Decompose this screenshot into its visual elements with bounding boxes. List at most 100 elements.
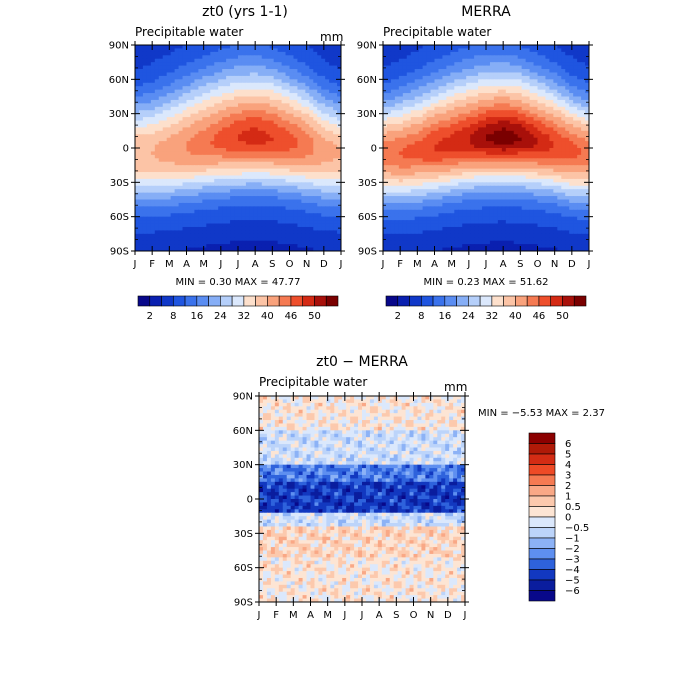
field-cell bbox=[218, 137, 223, 142]
field-cell bbox=[178, 172, 184, 177]
field-cell bbox=[289, 209, 295, 214]
field-cell bbox=[541, 58, 547, 63]
field-cell bbox=[398, 58, 404, 63]
field-cell bbox=[533, 93, 539, 98]
field-cell bbox=[317, 220, 322, 225]
field-cell bbox=[561, 45, 566, 50]
field-cell bbox=[218, 154, 223, 159]
field-cell bbox=[138, 51, 144, 56]
field-cell bbox=[462, 144, 467, 149]
field-cell bbox=[234, 247, 239, 251]
field-cell bbox=[414, 120, 420, 125]
field-cell bbox=[138, 127, 144, 132]
field-cell bbox=[333, 213, 338, 218]
field-cell bbox=[573, 110, 578, 115]
field-cell bbox=[458, 113, 463, 118]
field-cell bbox=[170, 209, 176, 214]
field-cell bbox=[190, 75, 196, 80]
field-cell bbox=[297, 86, 302, 91]
field-cell bbox=[394, 89, 400, 94]
field-cell bbox=[234, 148, 239, 153]
field-cell bbox=[285, 110, 291, 115]
field-cell bbox=[142, 48, 148, 53]
field-cell bbox=[329, 75, 334, 80]
field-cell bbox=[230, 79, 235, 84]
field-cell bbox=[585, 154, 589, 159]
field-cell bbox=[521, 79, 527, 84]
field-cell bbox=[281, 202, 287, 207]
field-cell bbox=[297, 79, 302, 84]
field-cell bbox=[186, 168, 192, 173]
field-cell bbox=[182, 161, 188, 166]
field-cell bbox=[273, 141, 279, 146]
field-cell bbox=[289, 134, 295, 139]
field-cell bbox=[386, 89, 392, 94]
field-cell bbox=[557, 72, 562, 77]
field-cell bbox=[186, 137, 192, 142]
field-cell bbox=[394, 137, 400, 142]
field-cell bbox=[253, 103, 259, 108]
field-cell bbox=[142, 168, 148, 173]
field-cell bbox=[426, 127, 432, 132]
field-cell bbox=[194, 209, 199, 214]
field-cell bbox=[186, 93, 192, 98]
field-cell bbox=[234, 216, 239, 221]
field-cell bbox=[470, 55, 475, 60]
field-cell bbox=[245, 130, 251, 135]
field-cell bbox=[273, 127, 279, 132]
field-cell bbox=[174, 99, 180, 104]
field-cell bbox=[234, 144, 239, 149]
field-cell bbox=[557, 148, 562, 153]
field-cell bbox=[226, 154, 231, 159]
field-cell bbox=[249, 199, 255, 204]
field-cell bbox=[277, 192, 283, 197]
field-cell bbox=[150, 161, 156, 166]
field-cell bbox=[430, 144, 436, 149]
field-cell bbox=[162, 216, 168, 221]
field-cell bbox=[450, 45, 455, 50]
field-cell bbox=[170, 223, 176, 228]
field-cell bbox=[285, 51, 291, 56]
field-cell bbox=[261, 189, 267, 194]
field-cell bbox=[577, 134, 582, 139]
field-cell bbox=[454, 75, 459, 80]
field-cell bbox=[186, 72, 192, 77]
field-cell bbox=[285, 175, 291, 180]
field-cell bbox=[289, 233, 295, 238]
field-cell bbox=[537, 99, 543, 104]
field-cell bbox=[533, 86, 539, 91]
field-cell bbox=[297, 75, 302, 80]
field-cell bbox=[226, 93, 231, 98]
field-cell bbox=[561, 62, 566, 67]
field-cell bbox=[313, 89, 318, 94]
field-cell bbox=[414, 123, 420, 128]
field-cell bbox=[174, 226, 180, 231]
field-cell bbox=[277, 55, 283, 60]
field-cell bbox=[166, 168, 172, 173]
field-cell bbox=[386, 106, 392, 111]
field-cell bbox=[174, 196, 180, 201]
field-cell bbox=[537, 130, 543, 135]
field-cell bbox=[206, 62, 211, 67]
field-cell bbox=[533, 158, 539, 163]
field-cell bbox=[434, 72, 440, 77]
field-cell bbox=[470, 75, 475, 80]
field-cell bbox=[513, 103, 519, 108]
field-cell bbox=[297, 196, 302, 201]
field-cell bbox=[337, 75, 341, 80]
field-cell bbox=[321, 209, 326, 214]
field-cell bbox=[293, 86, 299, 91]
field-cell bbox=[249, 99, 255, 104]
field-cell bbox=[489, 113, 495, 118]
field-cell bbox=[178, 117, 184, 122]
field-cell bbox=[565, 58, 570, 63]
field-cell bbox=[501, 141, 507, 146]
field-cell bbox=[454, 48, 459, 53]
field-cell bbox=[333, 168, 338, 173]
field-cell bbox=[293, 206, 299, 211]
field-cell bbox=[178, 72, 184, 77]
field-cell bbox=[450, 69, 455, 74]
field-cell bbox=[186, 220, 192, 225]
field-cell bbox=[241, 165, 247, 170]
field-cell bbox=[309, 106, 314, 111]
